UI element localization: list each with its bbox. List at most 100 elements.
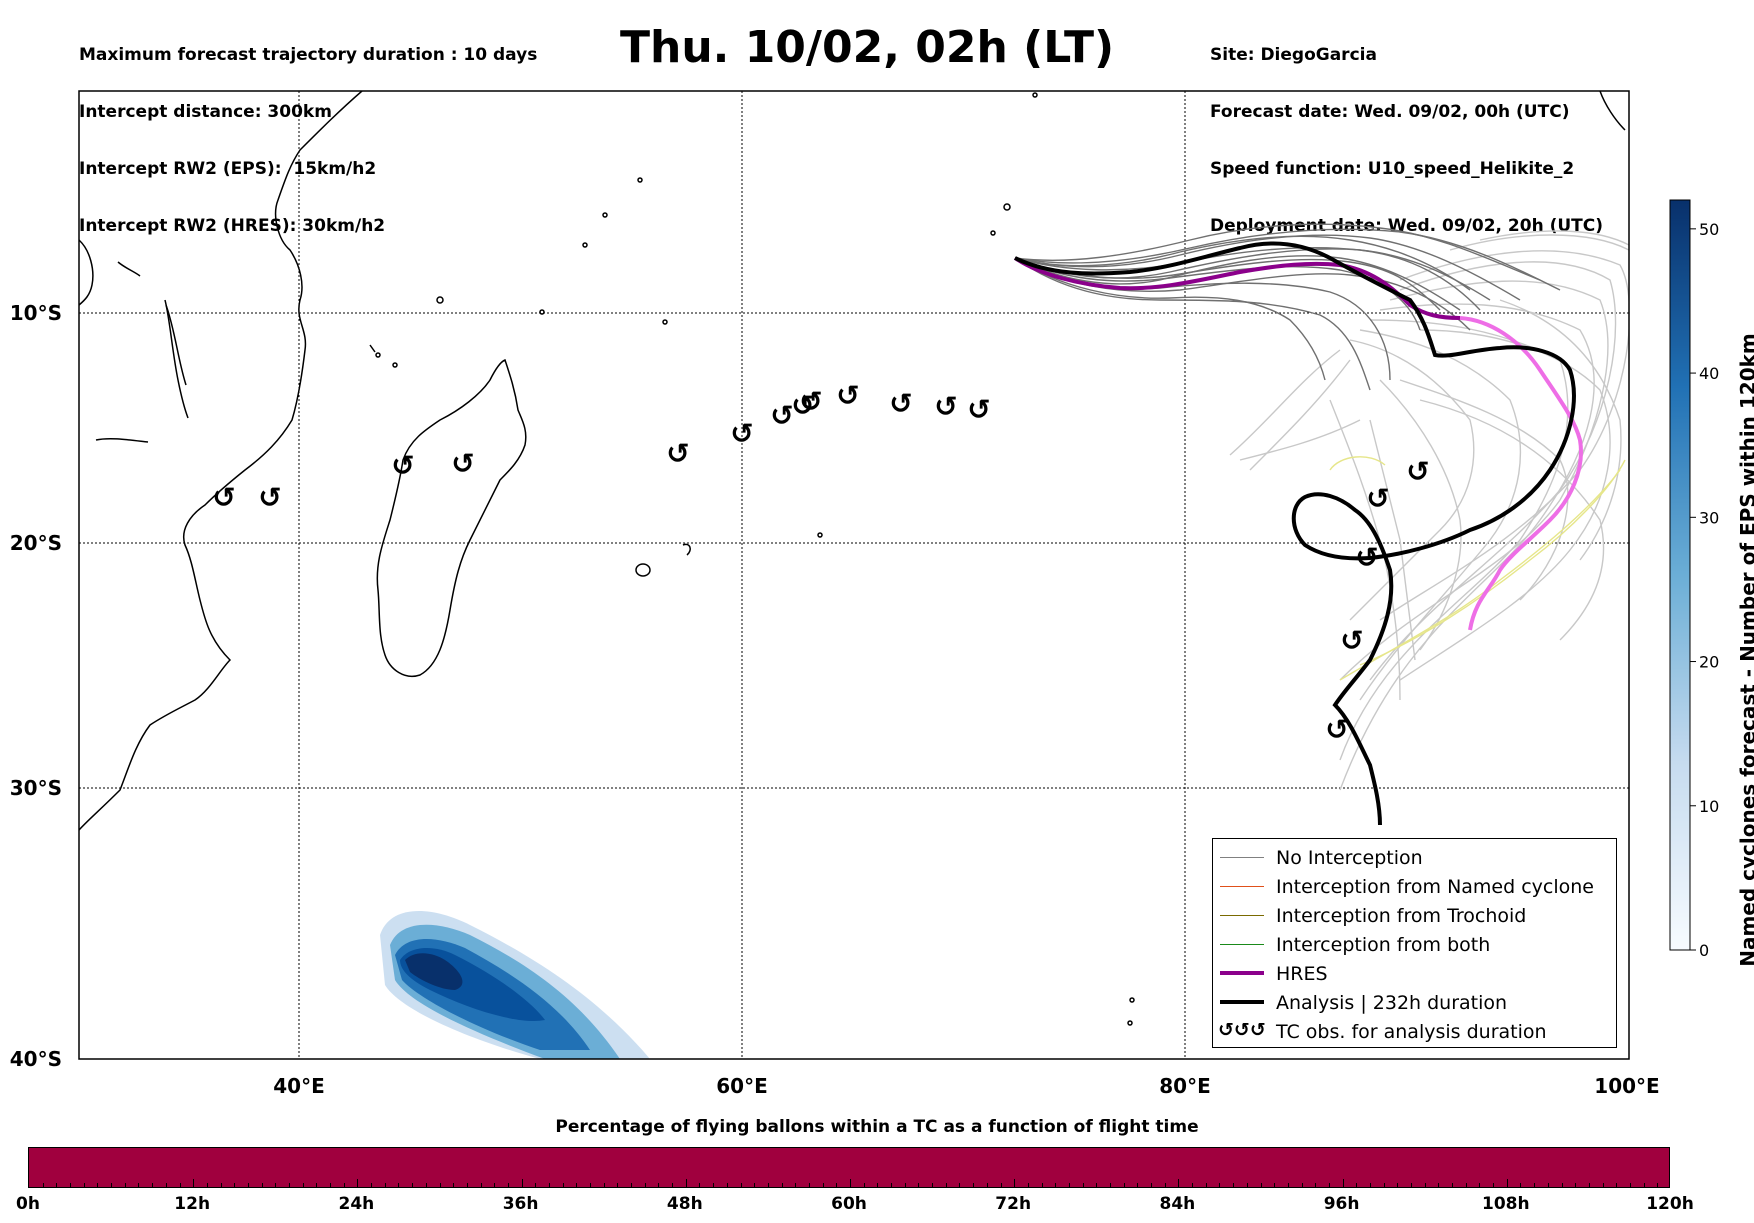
lat-tick-label: 20°S (10, 531, 62, 555)
time-tick (973, 1183, 975, 1187)
site-name: Site: DiegoGarcia (1210, 45, 1377, 65)
time-tick (1575, 1183, 1577, 1187)
time-tick (617, 1183, 619, 1187)
param-duration: Maximum forecast trajectory duration : 1… (79, 45, 538, 65)
lat-tick-label: 10°S (10, 301, 62, 325)
legend-item-named-cyclone: Interception from Named cyclone (1213, 874, 1616, 900)
time-tick (1164, 1183, 1166, 1187)
time-tick (1356, 1183, 1358, 1187)
param-rw2-eps: Intercept RW2 (EPS): 15km/h2 (79, 159, 377, 179)
eps-density-blob (380, 911, 650, 1059)
forecast-date: Forecast date: Wed. 09/02, 00h (UTC) (1210, 102, 1570, 122)
hres-extension (1459, 316, 1583, 631)
time-tick (1465, 1183, 1467, 1187)
tc-obs-icon: ↺ (451, 447, 474, 480)
time-tick (1328, 1183, 1330, 1187)
tc-obs-icon: ↺ (1366, 482, 1389, 515)
tc-obs-icon: ↺ (967, 393, 990, 426)
time-tick (412, 1183, 414, 1187)
time-tick (261, 1183, 263, 1187)
lat-tick-label: 30°S (10, 776, 62, 800)
tc-obs-icon: ↺ (934, 390, 957, 423)
time-tick (193, 1179, 195, 1187)
time-tick (1643, 1183, 1645, 1187)
time-tick-label: 120h (1646, 1194, 1694, 1214)
tc-obs-icon: ↺ (391, 449, 414, 482)
legend-line-swatch (1220, 944, 1264, 945)
legend-item-hres: HRES (1213, 961, 1616, 987)
time-tick (1137, 1183, 1139, 1187)
legend-label: No Interception (1276, 847, 1423, 869)
param-intercept-distance: Intercept distance: 300km (79, 102, 332, 122)
time-tick-label: 36h (502, 1194, 539, 1214)
time-tick (275, 1183, 277, 1187)
time-tick (165, 1183, 167, 1187)
legend-label: HRES (1276, 963, 1328, 985)
time-tick (713, 1183, 715, 1187)
time-tick (1205, 1183, 1207, 1187)
time-tick (932, 1183, 934, 1187)
time-tick (1151, 1183, 1153, 1187)
colorbar-tick-label: 40 (1699, 364, 1719, 383)
time-tick (562, 1183, 564, 1187)
legend-label: Analysis | 232h duration (1276, 992, 1508, 1014)
legend-line-swatch (1220, 971, 1264, 975)
time-tick (959, 1183, 961, 1187)
forecast-parameters: Maximum forecast trajectory duration : 1… (79, 8, 537, 255)
time-tick (56, 1183, 58, 1187)
time-tick (1520, 1183, 1522, 1187)
time-tick (918, 1183, 920, 1187)
time-tick (1192, 1183, 1194, 1187)
time-tick (179, 1183, 181, 1187)
time-tick (1274, 1183, 1276, 1187)
time-tick (220, 1183, 222, 1187)
time-tick (836, 1183, 838, 1187)
time-tick (603, 1183, 605, 1187)
time-tick (83, 1183, 85, 1187)
map-legend: No Interception Interception from Named … (1212, 838, 1617, 1048)
time-tick (453, 1183, 455, 1187)
legend-item-tc-obs: ↺↺↺ TC obs. for analysis duration (1213, 1019, 1616, 1045)
colorbar-tick-label: 20 (1699, 653, 1719, 672)
time-tick (945, 1183, 947, 1187)
map-gridlines (79, 91, 1629, 1059)
time-tick (1178, 1179, 1180, 1187)
tc-obs-icon: ↺ (1406, 455, 1429, 488)
time-tick (138, 1183, 140, 1187)
time-tick (644, 1183, 646, 1187)
analysis-trajectory (1014, 241, 1576, 826)
time-tick (822, 1183, 824, 1187)
time-tick (111, 1183, 113, 1187)
time-tick (1452, 1183, 1454, 1187)
time-tick (247, 1183, 249, 1187)
tc-obs-icon: ↺ (791, 389, 814, 422)
time-tick-label: 12h (174, 1194, 211, 1214)
time-tick (1027, 1183, 1029, 1187)
time-tick (1369, 1183, 1371, 1187)
speed-function: Speed function: U10_speed_Helikite_2 (1210, 159, 1575, 179)
map-axis-labels: 40°E 60°E 80°E 100°E 10°S 20°S 30°S 40°S (10, 301, 1660, 1098)
time-tick (904, 1183, 906, 1187)
coastlines (79, 91, 1626, 1026)
time-tick (535, 1183, 537, 1187)
time-tick (1041, 1183, 1043, 1187)
eps-trajectories-core (1014, 223, 1561, 391)
time-tick (672, 1183, 674, 1187)
time-tick (1260, 1183, 1262, 1187)
tc-obs-icon: ↺ (799, 385, 822, 418)
legend-item-analysis: Analysis | 232h duration (1213, 990, 1616, 1016)
time-tick (70, 1183, 72, 1187)
time-tick (986, 1183, 988, 1187)
lon-tick-label: 100°E (1594, 1074, 1659, 1098)
time-tick (316, 1183, 318, 1187)
tc-obs-icon: ↺ (1340, 624, 1363, 657)
time-tick (850, 1179, 851, 1187)
time-tick (1547, 1183, 1549, 1187)
time-tick (699, 1183, 701, 1187)
time-tick (767, 1183, 769, 1187)
legend-item-no-interception: No Interception (1213, 845, 1616, 871)
tc-obs-icon: ↺ (1355, 541, 1378, 574)
time-tick-label: 60h (831, 1194, 867, 1214)
time-tick (425, 1183, 427, 1187)
